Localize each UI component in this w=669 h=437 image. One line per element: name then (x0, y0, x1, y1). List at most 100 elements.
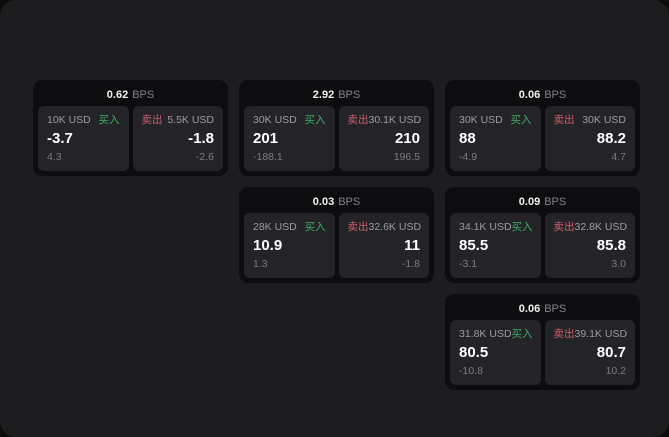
buy-delta: 4.3 (47, 151, 62, 163)
sell-price: 85.8 (596, 237, 626, 254)
quote-card[interactable]: 0.06 BPS 31.8K USD 买入 80.5 -10.8 卖出 39.1… (445, 294, 640, 390)
sell-price: 80.7 (596, 344, 626, 361)
sell-panel-top: 卖出 39.1K USD (553, 328, 628, 341)
quote-card[interactable]: 0.09 BPS 34.1K USD 买入 85.5 -3.1 卖出 32.8K… (445, 187, 640, 283)
quote-cards-grid: 0.62 BPS 10K USD 买入 -3.7 4.3 卖出 5.5K USD… (33, 80, 640, 390)
spread-value: 0.09 (518, 196, 541, 208)
buy-action-label[interactable]: 买入 (510, 114, 532, 126)
card-header: 2.92 BPS (244, 85, 429, 106)
sell-action-label[interactable]: 卖出 (347, 221, 369, 233)
buy-action-label[interactable]: 买入 (511, 328, 533, 340)
buy-panel-top: 31.8K USD 买入 (459, 328, 533, 341)
sell-amount: 30K USD (582, 114, 626, 126)
spread-value: 0.06 (518, 303, 541, 315)
sell-action-label[interactable]: 卖出 (553, 114, 575, 126)
buy-panel[interactable]: 28K USD 买入 10.9 1.3 (244, 213, 335, 278)
sell-price: 11 (404, 237, 420, 254)
buy-delta: 1.3 (253, 258, 268, 270)
buy-panel[interactable]: 30K USD 买入 201 -188.1 (244, 106, 335, 171)
buy-delta: -4.9 (459, 151, 478, 163)
buy-panel[interactable]: 30K USD 买入 88 -4.9 (450, 106, 541, 171)
sell-delta: -1.8 (401, 258, 420, 270)
buy-delta: -188.1 (253, 151, 283, 163)
sell-panel[interactable]: 卖出 30K USD 88.2 4.7 (544, 106, 635, 171)
sell-amount: 5.5K USD (167, 114, 214, 126)
buy-amount: 30K USD (459, 114, 503, 126)
buy-panel[interactable]: 31.8K USD 买入 80.5 -10.8 (450, 320, 541, 385)
buy-action-label[interactable]: 买入 (98, 114, 120, 126)
buy-panel-top: 10K USD 买入 (47, 114, 120, 127)
sell-delta: -2.6 (195, 151, 214, 163)
sell-panel-top: 卖出 32.6K USD (347, 221, 422, 234)
buy-panel-top: 30K USD 买入 (253, 114, 326, 127)
sell-price: 88.2 (596, 130, 626, 147)
buy-amount: 28K USD (253, 221, 297, 233)
sell-panel-top: 卖出 5.5K USD (142, 114, 215, 127)
buy-price: 201 (253, 130, 279, 147)
buy-price: 88 (459, 130, 476, 147)
spread-value: 0.03 (312, 196, 335, 208)
card-header: 0.03 BPS (244, 192, 429, 213)
quote-card[interactable]: 0.06 BPS 30K USD 买入 88 -4.9 卖出 30K USD 8… (445, 80, 640, 176)
sell-panel[interactable]: 卖出 39.1K USD 80.7 10.2 (544, 320, 635, 385)
buy-amount: 31.8K USD (459, 328, 512, 340)
price-panels: 10K USD 买入 -3.7 4.3 卖出 5.5K USD -1.8 -2.… (38, 106, 223, 171)
card-header: 0.62 BPS (38, 85, 223, 106)
card-header: 0.06 BPS (450, 85, 635, 106)
sell-panel-top: 卖出 30.1K USD (347, 114, 422, 127)
spread-value: 0.06 (518, 89, 541, 101)
spread-unit-label: BPS (544, 196, 567, 208)
sell-delta: 10.2 (605, 365, 626, 377)
spread-unit-label: BPS (338, 89, 361, 101)
sell-action-label[interactable]: 卖出 (553, 328, 575, 340)
buy-panel[interactable]: 34.1K USD 买入 85.5 -3.1 (450, 213, 541, 278)
buy-amount: 30K USD (253, 114, 297, 126)
buy-panel-top: 28K USD 买入 (253, 221, 326, 234)
price-panels: 34.1K USD 买入 85.5 -3.1 卖出 32.8K USD 85.8… (450, 213, 635, 278)
spread-unit-label: BPS (544, 303, 567, 315)
buy-price: 80.5 (459, 344, 489, 361)
buy-price: -3.7 (47, 130, 73, 147)
buy-action-label[interactable]: 买入 (304, 114, 326, 126)
price-panels: 30K USD 买入 201 -188.1 卖出 30.1K USD 210 1… (244, 106, 429, 171)
buy-amount: 34.1K USD (459, 221, 512, 233)
sell-panel-top: 卖出 32.8K USD (553, 221, 628, 234)
sell-delta: 4.7 (611, 151, 626, 163)
sell-amount: 32.6K USD (368, 221, 422, 233)
buy-action-label[interactable]: 买入 (511, 221, 533, 233)
spread-value: 2.92 (312, 89, 335, 101)
quote-card[interactable]: 0.62 BPS 10K USD 买入 -3.7 4.3 卖出 5.5K USD… (33, 80, 228, 176)
sell-amount: 39.1K USD (574, 328, 628, 340)
buy-action-label[interactable]: 买入 (304, 221, 326, 233)
spread-unit-label: BPS (132, 89, 155, 101)
buy-panel-top: 34.1K USD 买入 (459, 221, 533, 234)
quote-card[interactable]: 2.92 BPS 30K USD 买入 201 -188.1 卖出 30.1K … (239, 80, 434, 176)
sell-delta: 3.0 (611, 258, 626, 270)
sell-price: -1.8 (188, 130, 214, 147)
buy-delta: -10.8 (459, 365, 483, 377)
quote-card[interactable]: 0.03 BPS 28K USD 买入 10.9 1.3 卖出 32.6K US… (239, 187, 434, 283)
sell-price: 210 (394, 130, 420, 147)
sell-action-label[interactable]: 卖出 (553, 221, 575, 233)
buy-amount: 10K USD (47, 114, 91, 126)
sell-panel[interactable]: 卖出 32.8K USD 85.8 3.0 (544, 213, 635, 278)
buy-price: 85.5 (459, 237, 489, 254)
sell-action-label[interactable]: 卖出 (141, 114, 163, 126)
sell-amount: 30.1K USD (368, 114, 422, 126)
sell-panel[interactable]: 卖出 5.5K USD -1.8 -2.6 (132, 106, 223, 171)
sell-amount: 32.8K USD (574, 221, 628, 233)
spread-unit-label: BPS (338, 196, 361, 208)
price-panels: 31.8K USD 买入 80.5 -10.8 卖出 39.1K USD 80.… (450, 320, 635, 385)
price-panels: 28K USD 买入 10.9 1.3 卖出 32.6K USD 11 -1.8 (244, 213, 429, 278)
spread-value: 0.62 (106, 89, 129, 101)
sell-panel[interactable]: 卖出 32.6K USD 11 -1.8 (338, 213, 429, 278)
price-panels: 30K USD 买入 88 -4.9 卖出 30K USD 88.2 4.7 (450, 106, 635, 171)
card-header: 0.09 BPS (450, 192, 635, 213)
sell-panel[interactable]: 卖出 30.1K USD 210 196.5 (338, 106, 429, 171)
buy-panel[interactable]: 10K USD 买入 -3.7 4.3 (38, 106, 129, 171)
buy-price: 10.9 (253, 237, 283, 254)
buy-delta: -3.1 (459, 258, 478, 270)
sell-panel-top: 卖出 30K USD (554, 114, 627, 127)
sell-action-label[interactable]: 卖出 (347, 114, 369, 126)
